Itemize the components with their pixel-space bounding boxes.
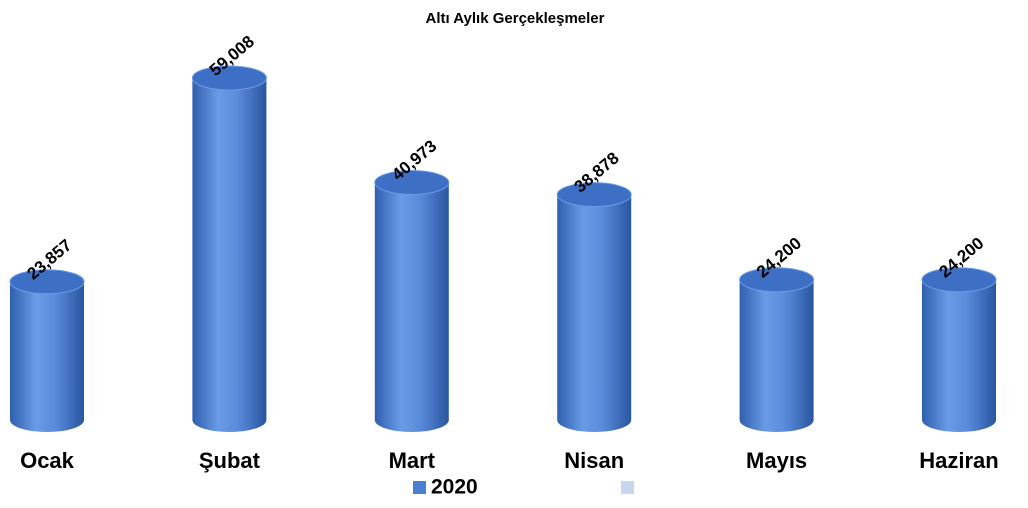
legend-swatch [413, 481, 426, 494]
bar-top [191, 65, 267, 91]
x-tick-label: Mart [389, 448, 436, 473]
x-tick-label: Ocak [20, 448, 75, 473]
bar-top [556, 182, 632, 208]
x-tick-label: Mayıs [746, 448, 807, 473]
bar-top [739, 267, 815, 293]
bar-top [921, 267, 997, 293]
x-tick-label: Şubat [199, 448, 261, 473]
bar [739, 279, 814, 432]
x-tick-label: Haziran [919, 448, 998, 473]
bar [374, 182, 449, 432]
legend-label: 2020 [431, 476, 478, 499]
bar [922, 279, 996, 432]
legend-swatch [621, 481, 634, 494]
bar-top [374, 170, 450, 196]
x-tick-label: Nisan [564, 448, 624, 473]
bar-top [9, 269, 85, 295]
bar [557, 194, 632, 432]
bar [10, 281, 84, 432]
chart-title: Altı Aylık Gerçekleşmeler [426, 10, 605, 27]
bar [192, 78, 267, 432]
